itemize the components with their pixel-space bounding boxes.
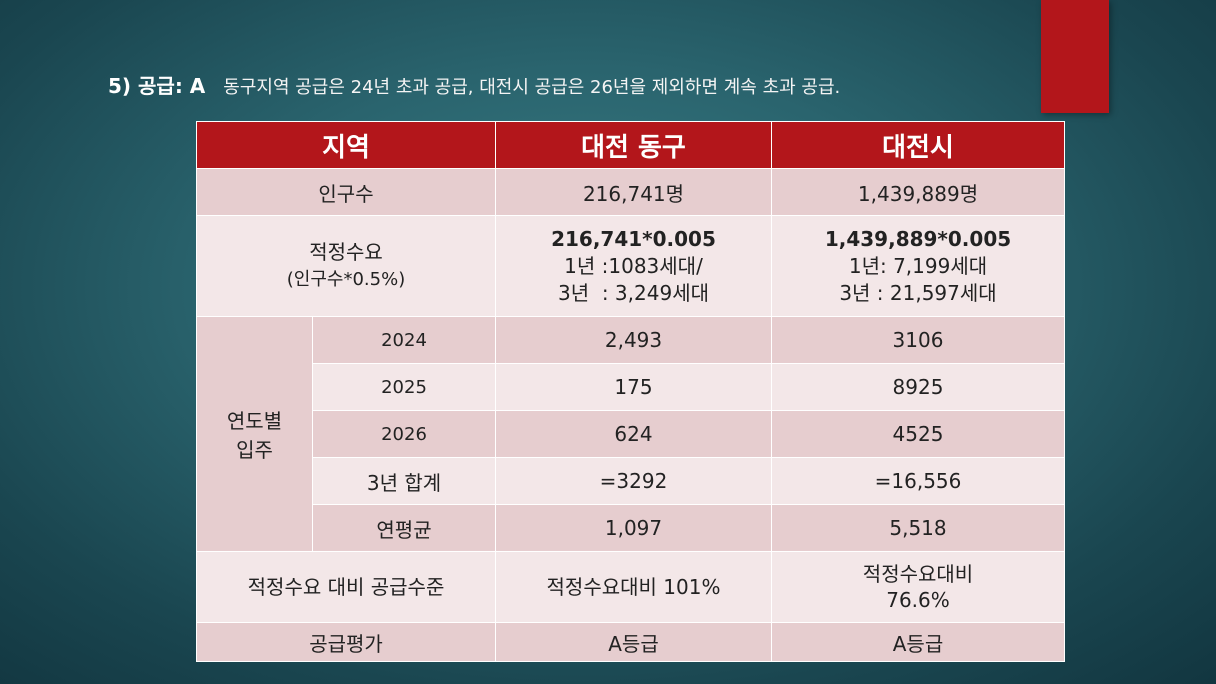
demand-dong-gu-formula: 216,741*0.005 <box>551 226 716 251</box>
average-daejeon: 5,518 <box>771 504 1065 552</box>
move-in-group-line2: 입주 <box>236 438 273 462</box>
demand-label-line1: 적정수요 <box>309 240 383 264</box>
evaluation-row: 공급평가 A등급 A등급 <box>196 622 1065 662</box>
slide-title: 5) 공급: A 동구지역 공급은 24년 초과 공급, 대전시 공급은 26년을… <box>108 72 840 100</box>
year-daejeon: 8925 <box>771 363 1065 411</box>
move-in-group-line1: 연도별 <box>226 409 283 433</box>
supply-level-row: 적정수요 대비 공급수준 적정수요대비 101% 적정수요대비 76.6% <box>196 551 1065 623</box>
title-prefix: 5) 공급: A <box>108 74 206 98</box>
total-daejeon: =16,556 <box>771 457 1065 505</box>
supply-level-label: 적정수요 대비 공급수준 <box>196 551 496 623</box>
year-dong-gu: 624 <box>495 410 772 458</box>
supply-table: 지역 대전 동구 대전시 인구수 216,741명 1,439,889명 적정수… <box>196 121 1065 662</box>
table-row: 2025 175 8925 <box>197 363 1065 411</box>
demand-dong-gu-year1: 1년 :1083세대/ <box>564 253 703 278</box>
population-row: 인구수 216,741명 1,439,889명 <box>196 168 1065 216</box>
demand-daejeon-year1: 1년: 7,199세대 <box>848 253 988 278</box>
header-dong-gu: 대전 동구 <box>495 121 772 169</box>
year-dong-gu: 175 <box>495 363 772 411</box>
header-region: 지역 <box>196 121 496 169</box>
average-label: 연평균 <box>312 504 496 552</box>
year-label: 2026 <box>312 410 496 458</box>
table-row: 2026 624 4525 <box>197 410 1065 458</box>
demand-label-line2: (인구수*0.5%) <box>286 269 406 290</box>
table-row: 연도별 입주 2024 2,493 3106 <box>196 316 1065 552</box>
total-dong-gu: =3292 <box>495 457 772 505</box>
demand-daejeon: 1,439,889*0.005 1년: 7,199세대 3년 : 21,597세… <box>771 215 1065 317</box>
supply-level-daejeon-line1: 적정수요대비 <box>862 562 974 586</box>
header-daejeon: 대전시 <box>771 121 1065 169</box>
demand-row: 적정수요 (인구수*0.5%) 216,741*0.005 1년 :1083세대… <box>196 215 1065 317</box>
year-label: 2024 <box>312 316 496 364</box>
supply-level-dong-gu: 적정수요대비 101% <box>495 551 772 623</box>
evaluation-daejeon: A등급 <box>771 622 1065 662</box>
average-dong-gu: 1,097 <box>495 504 772 552</box>
demand-daejeon-year3: 3년 : 21,597세대 <box>839 280 997 305</box>
supply-level-daejeon: 적정수요대비 76.6% <box>771 551 1065 623</box>
population-label: 인구수 <box>196 168 496 216</box>
demand-label: 적정수요 (인구수*0.5%) <box>196 215 496 317</box>
move-in-group-label: 연도별 입주 <box>196 316 313 552</box>
table-header-row: 지역 대전 동구 대전시 <box>196 121 1065 169</box>
supply-level-daejeon-line2: 76.6% <box>886 588 950 612</box>
year-daejeon: 4525 <box>771 410 1065 458</box>
population-dong-gu: 216,741명 <box>495 168 772 216</box>
title-description: 동구지역 공급은 24년 초과 공급, 대전시 공급은 26년을 제외하면 계속… <box>223 77 841 98</box>
demand-dong-gu: 216,741*0.005 1년 :1083세대/ 3년 : 3,249세대 <box>495 215 772 317</box>
evaluation-label: 공급평가 <box>196 622 496 662</box>
evaluation-dong-gu: A등급 <box>495 622 772 662</box>
demand-daejeon-formula: 1,439,889*0.005 <box>824 226 1012 251</box>
table-row: 3년 합계 =3292 =16,556 <box>197 457 1065 505</box>
accent-bar <box>1041 0 1109 113</box>
demand-dong-gu-year3: 3년 : 3,249세대 <box>558 280 709 305</box>
year-label: 2025 <box>312 363 496 411</box>
population-daejeon: 1,439,889명 <box>771 168 1065 216</box>
table-row: 연평균 1,097 5,518 <box>197 504 1065 552</box>
total-label: 3년 합계 <box>312 457 496 505</box>
year-dong-gu: 2,493 <box>495 316 772 364</box>
year-daejeon: 3106 <box>771 316 1065 364</box>
